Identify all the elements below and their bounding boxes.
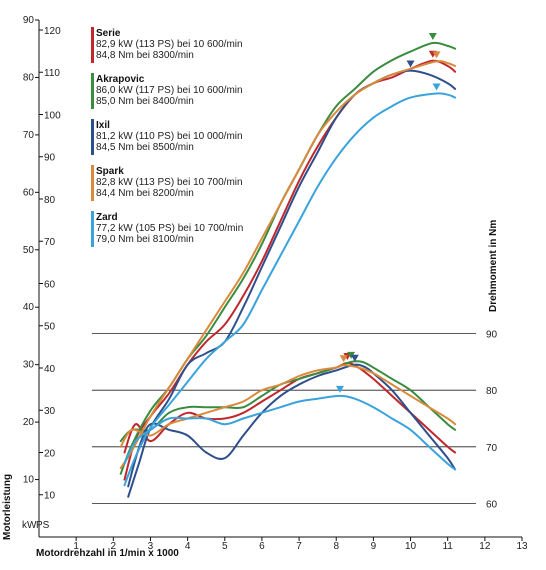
legend-swatch-ixil [91,119,94,155]
y-axis-title-left: Motorleistung [2,474,13,540]
legend-name-serie: Serie [96,28,121,39]
torque-peak-marker-akrapovic [347,351,356,359]
legend-line-akrapovic-2: 85,0 Nm bei 8400/min [96,96,194,107]
kw-tick-label-10: 10 [23,475,35,486]
torque-grid [92,333,476,504]
x-tick-label-6: 6 [259,541,265,552]
legend-line-serie-1: 82,9 kW (113 PS) bei 10 600/min [96,39,243,50]
kw-tick-label-70: 70 [23,130,35,141]
torque-line-ixil [127,363,457,488]
x-tick-label-8: 8 [333,541,339,552]
x-tick-label-3: 3 [148,541,154,552]
nm-tick-label-80: 80 [486,386,498,397]
ps-tick-label-120: 120 [44,26,61,37]
x-tick-label-13: 13 [516,541,528,552]
kw-tick-label-60: 60 [23,187,35,198]
legend-name-ixil: Ixil [96,120,110,131]
kw-tick-label-40: 40 [23,302,35,313]
x-axis-ticks: 1 2 3 4 5 6 7 8 9 10 11 12 13 [73,537,528,552]
axes [38,20,522,538]
ps-tick-label-90: 90 [44,153,56,164]
torque-line-zard [123,394,457,471]
legend-swatch-serie [91,27,94,63]
legend-line-zard-2: 79,0 Nm bei 8100/min [96,234,194,245]
x-tick-label-11: 11 [442,541,453,552]
power-line-zard [123,92,457,487]
legend-line-spark-1: 82,8 kW (113 PS) bei 10 700/min [96,177,243,188]
power-peak-marker-ixil [406,60,415,68]
ps-tick-label-80: 80 [44,195,56,206]
ps-tick-label-10: 10 [44,491,56,502]
series-lines [119,41,457,498]
x-tick-label-2: 2 [111,541,117,552]
ps-tick-label-70: 70 [44,237,56,248]
legend-line-zard-1: 77,2 kW (105 PS) bei 10 700/min [96,223,243,234]
ps-tick-label-110: 110 [44,68,60,79]
legend-swatch-zard [91,211,94,247]
unit-kw-label: kW [22,520,37,531]
legend-line-ixil-2: 84,5 Nm bei 8500/min [96,142,194,153]
ps-tick-label-40: 40 [44,364,56,375]
torque-line-spark [119,364,457,448]
legend-line-ixil-1: 81,2 kW (110 PS) bei 10 000/min [96,131,243,142]
power-line-spark [119,60,457,470]
kw-tick-label-90: 90 [23,15,35,26]
power-line-ixil [127,69,457,498]
y-axis-title-right: Drehmoment in Nm [488,220,499,312]
nm-axis-ticks: 60 70 80 90 [486,330,498,511]
x-tick-label-4: 4 [185,541,191,552]
legend-swatch-akrapovic [91,73,94,109]
kw-tick-label-80: 80 [23,72,35,83]
ps-tick-label-30: 30 [44,406,56,417]
legend-line-serie-2: 84,8 Nm bei 8300/min [96,50,194,61]
torque-peak-marker-zard [335,385,344,393]
legend-line-spark-2: 84,4 Nm bei 8200/min [96,188,194,199]
x-tick-label-7: 7 [296,541,302,552]
x-tick-label-9: 9 [371,541,377,552]
torque-line-akrapovic [119,360,457,443]
kw-axis-ticks: 10 20 30 40 50 60 70 80 90 [23,15,39,486]
ps-tick-label-100: 100 [44,110,61,121]
nm-tick-label-60: 60 [486,499,498,510]
ps-tick-label-50: 50 [44,322,56,333]
ps-tick-label-20: 20 [44,448,56,459]
legend-name-akrapovic: Akrapovic [96,74,145,85]
ps-axis-ticks: 10 20 30 40 50 60 70 80 90 100 110 120 [39,26,61,502]
legend-name-zard: Zard [96,212,118,223]
nm-tick-label-70: 70 [486,443,498,454]
kw-tick-label-30: 30 [23,360,35,371]
legend-swatch-spark [91,165,94,201]
power-peak-marker-spark [432,51,441,59]
x-axis-title: Motordrehzahl in 1/min x 1000 [36,548,179,559]
x-tick-label-1: 1 [73,541,79,552]
unit-ps-label: PS [36,520,50,531]
x-tick-label-5: 5 [222,541,228,552]
x-tick-label-10: 10 [405,541,417,552]
peak-markers [335,32,441,393]
torque-peak-marker-spark [339,355,348,363]
legend-name-spark: Spark [96,166,124,177]
x-tick-label-12: 12 [479,541,491,552]
kw-tick-label-50: 50 [23,245,35,256]
power-peak-marker-zard [432,83,441,91]
legend-line-akrapovic-1: 86,0 kW (117 PS) bei 10 600/min [96,85,243,96]
ps-tick-label-60: 60 [44,279,56,290]
kw-tick-label-20: 20 [23,417,35,428]
power-peak-marker-akrapovic [428,32,437,40]
nm-tick-label-90: 90 [486,330,498,341]
torque-peak-marker-ixil [350,354,359,362]
